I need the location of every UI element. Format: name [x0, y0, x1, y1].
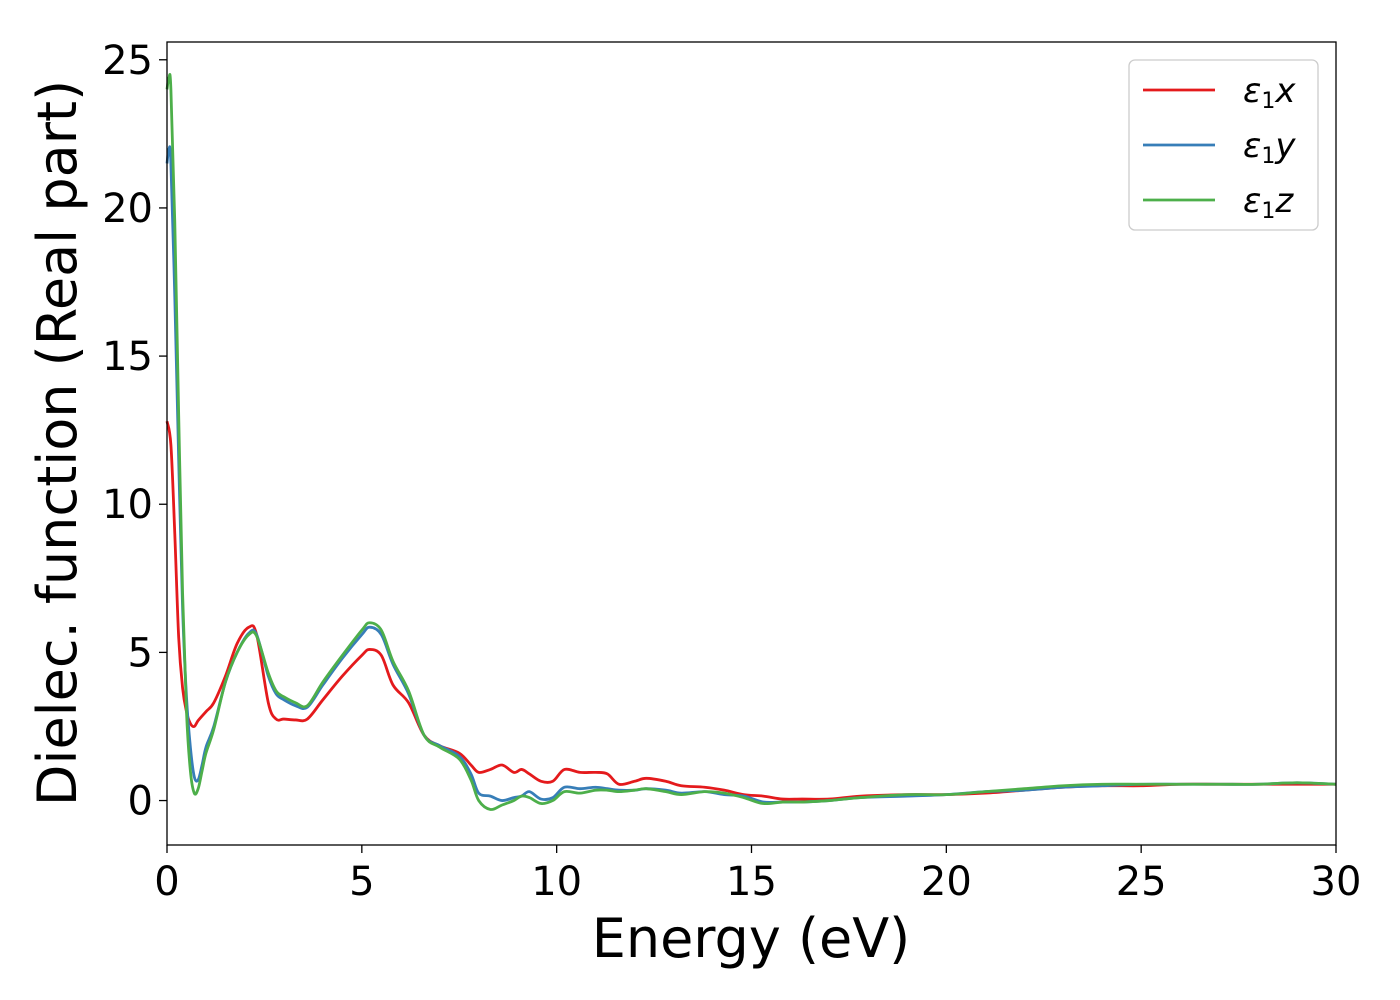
x-axis-ticks: 0 5 10 15 20 25 30	[154, 845, 1361, 905]
y-tick-label: 5	[128, 630, 153, 676]
legend-label-y: ε1y	[1243, 126, 1296, 169]
x-tick-label: 30	[1311, 859, 1362, 905]
x-tick-label: 5	[349, 859, 374, 905]
y-tick-label: 20	[102, 186, 153, 232]
x-tick-label: 0	[154, 859, 179, 905]
x-tick-label: 25	[1116, 859, 1167, 905]
x-tick-label: 10	[531, 859, 582, 905]
legend-box	[1128, 59, 1319, 231]
y-tick-label: 10	[102, 482, 153, 528]
y-axis-title: Dielec. function (Real part)	[26, 80, 89, 806]
y-tick-label: 0	[128, 779, 153, 825]
x-tick-label: 15	[726, 859, 777, 905]
x-axis-title: Energy (eV)	[592, 907, 911, 970]
legend: ε1x ε1y ε1z	[1128, 59, 1319, 231]
series-line-z	[165, 73, 1337, 811]
y-tick-label: 25	[102, 38, 153, 84]
y-axis-ticks: 0 5 10 15 20 25	[102, 38, 167, 825]
legend-label-z: ε1z	[1243, 181, 1294, 224]
series-layer	[165, 73, 1337, 811]
y-tick-label: 15	[102, 334, 153, 380]
x-tick-label: 20	[921, 859, 972, 905]
legend-label-x: ε1x	[1243, 71, 1296, 114]
